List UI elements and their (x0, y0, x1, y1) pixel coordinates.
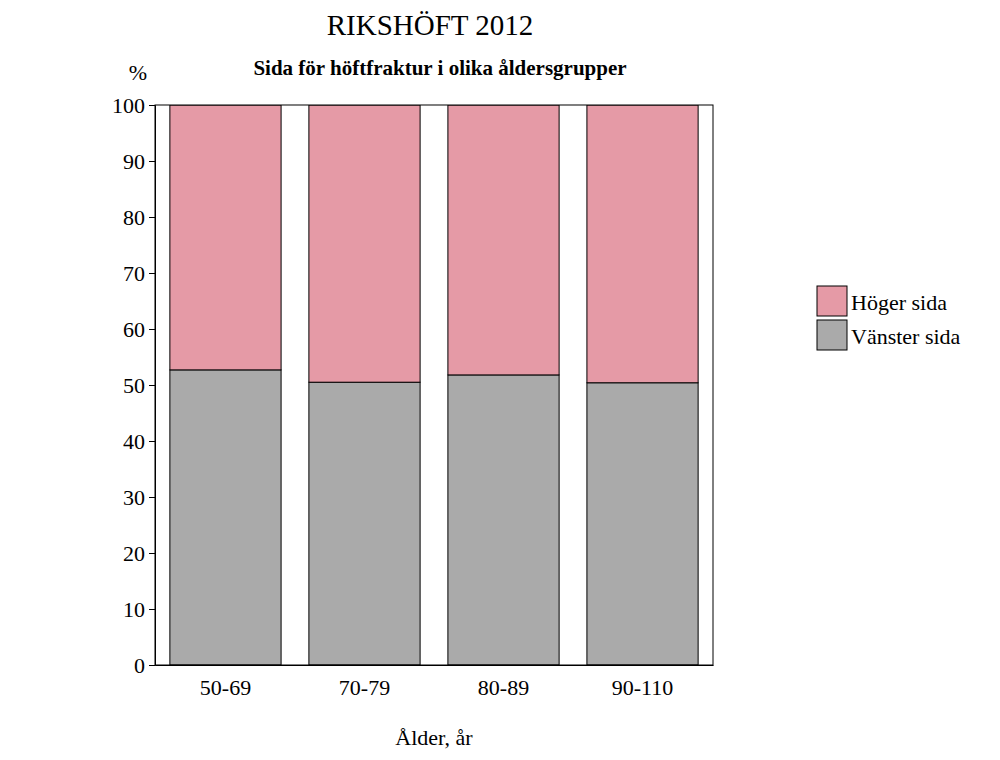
x-axis-title: Ålder, år (395, 725, 473, 750)
y-tick-mark (149, 105, 155, 106)
x-tick-label: 80-89 (478, 675, 529, 700)
plot-frame (155, 105, 713, 665)
y-tick-mark (149, 665, 155, 666)
bar-segment (587, 105, 698, 383)
y-tick-mark (149, 329, 155, 330)
chart: 0 10 20 30 40 50 60 70 80 90 100 50-69 70-79 80-89 90-… (0, 0, 1000, 760)
y-tick-label: 20 (123, 541, 145, 566)
y-tick-label: 50 (123, 373, 145, 398)
y-tick-mark (149, 609, 155, 610)
y-tick-label: 60 (123, 317, 145, 342)
plot-area: 0 10 20 30 40 50 60 70 80 90 100 50-69 70-79 80-89 90-… (112, 93, 714, 700)
legend-label: Vänster sida (851, 324, 961, 349)
legend-label: Höger sida (851, 290, 947, 315)
x-tick: 50-69 (200, 665, 251, 700)
x-axis-line (156, 665, 714, 666)
y-tick-mark (149, 385, 155, 386)
y-tick: 80 (123, 205, 155, 230)
bar-segment (309, 382, 420, 665)
x-tick: 70-79 (339, 665, 390, 700)
y-tick-label: 30 (123, 485, 145, 510)
y-tick-mark (149, 161, 155, 162)
y-tick: 100 (112, 93, 155, 118)
y-axis: 0 10 20 30 40 50 60 70 80 90 100 (112, 93, 156, 678)
x-tick: 90-110 (612, 665, 674, 700)
x-tick-label: 70-79 (339, 675, 390, 700)
bar-segment (170, 370, 281, 665)
y-tick: 40 (123, 429, 155, 454)
y-tick-label: 10 (123, 597, 145, 622)
y-axis-line (149, 106, 156, 666)
y-tick: 60 (123, 317, 155, 342)
y-tick: 30 (123, 485, 155, 510)
bar-segment (587, 383, 698, 665)
legend-swatch (817, 286, 847, 316)
y-axis-title: % (129, 60, 147, 85)
bar-segment (170, 105, 281, 370)
y-tick-mark (149, 497, 155, 498)
x-tick-label: 90-110 (612, 675, 674, 700)
legend-swatch (817, 320, 847, 350)
y-tick-label: 90 (123, 149, 145, 174)
y-tick-label: 0 (134, 653, 145, 678)
legend: Höger sida Vänster sida (817, 286, 961, 350)
y-tick: 20 (123, 541, 155, 566)
y-tick-mark (149, 217, 155, 218)
y-tick-label: 80 (123, 205, 145, 230)
y-tick: 10 (123, 597, 155, 622)
y-tick: 0 (134, 653, 155, 678)
legend-item: Vänster sida (817, 320, 961, 350)
subtitle: Sida för höftfraktur i olika åldersgrupp… (253, 56, 626, 80)
y-tick-mark (149, 273, 155, 274)
y-tick-mark (149, 441, 155, 442)
y-tick: 50 (123, 373, 155, 398)
x-tick-label: 50-69 (200, 675, 251, 700)
y-tick: 90 (123, 149, 155, 174)
y-tick-label: 70 (123, 261, 145, 286)
y-tick-mark (149, 553, 155, 554)
title: RIKSHÖFT 2012 (327, 9, 534, 41)
bars (170, 105, 698, 665)
x-axis: 50-69 70-79 80-89 90-110 (156, 665, 714, 700)
y-tick-label: 100 (112, 93, 145, 118)
y-tick: 70 (123, 261, 155, 286)
bar-segment (309, 105, 420, 382)
bar-segment (448, 375, 559, 665)
x-tick: 80-89 (478, 665, 529, 700)
y-tick-label: 40 (123, 429, 145, 454)
bar-segment (448, 105, 559, 375)
legend-item: Höger sida (817, 286, 947, 316)
